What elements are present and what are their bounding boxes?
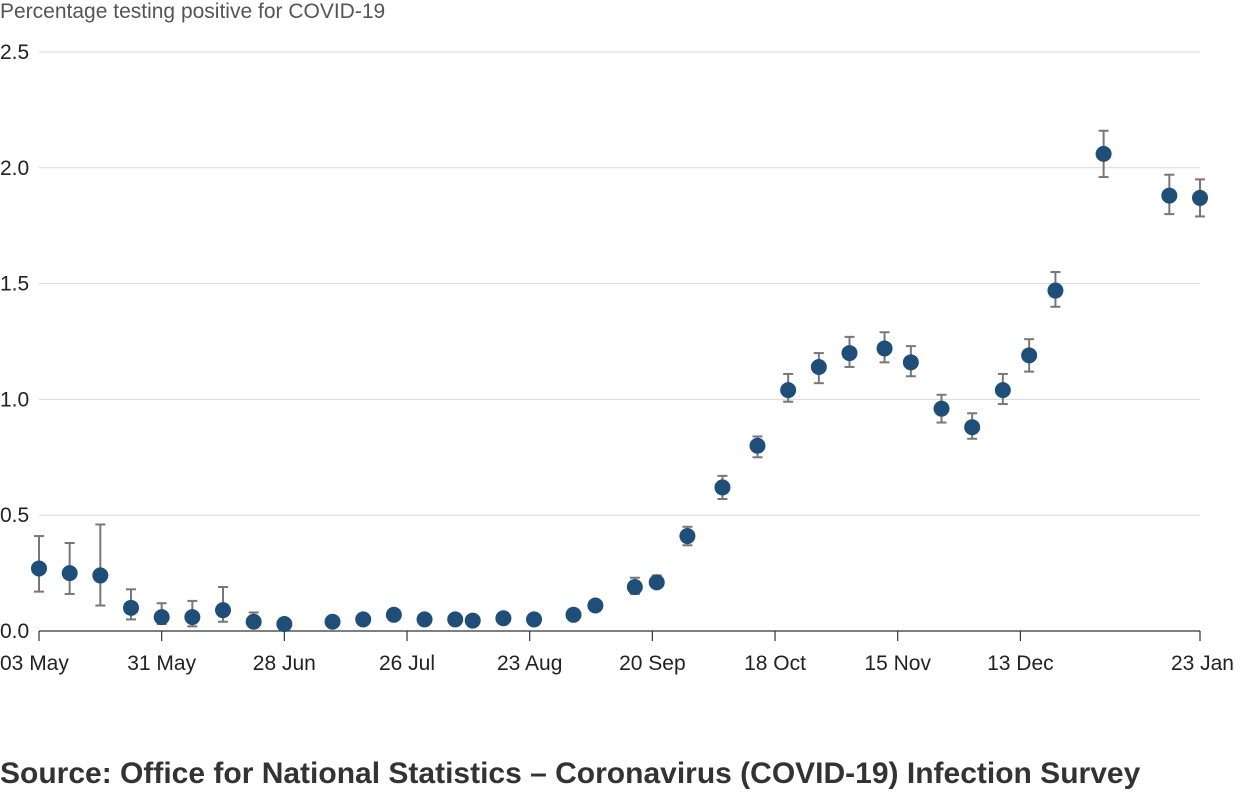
error-bar	[95, 523, 106, 607]
data-point	[526, 611, 543, 628]
data-point	[810, 358, 827, 375]
data-point	[464, 612, 481, 629]
x-tick-label: 18 Oct	[744, 652, 806, 675]
data-point	[1161, 187, 1178, 204]
data-point	[153, 609, 170, 626]
x-tick-label: 20 Sep	[619, 652, 686, 675]
chart-plot: 0.0 0.5 1.0 1.5 2.0 2.5 03 May 31 May 28 Jun 26 …	[0, 41, 1234, 675]
x-tick-label: 23 Aug	[497, 652, 562, 675]
data-point	[1095, 145, 1112, 162]
gridlines	[39, 51, 1200, 516]
data-point	[964, 419, 981, 436]
data-point	[1192, 189, 1208, 206]
y-tick-label: 1.5	[0, 273, 29, 296]
y-tick-label: 2.5	[0, 41, 29, 64]
y-tick-labels: 0.0 0.5 1.0 1.5 2.0 2.5	[0, 41, 29, 643]
data-point	[841, 345, 858, 362]
x-axis: 03 May 31 May 28 Jun 26 Jul 23 Aug 20 Sep 18 O…	[0, 630, 1234, 675]
y-tick-label: 0.5	[0, 504, 29, 527]
data-point	[385, 606, 402, 623]
data-point	[648, 574, 665, 591]
data-point	[276, 616, 293, 633]
data-point	[876, 340, 893, 357]
data-point	[355, 611, 372, 628]
x-tick-label: 23 Jan	[1171, 652, 1234, 675]
x-tick-label: 28 Jun	[253, 652, 316, 675]
data-point	[1021, 347, 1038, 364]
data-point	[994, 382, 1011, 399]
data-point	[92, 567, 109, 584]
data-point	[31, 560, 47, 577]
data-point	[495, 610, 512, 627]
data-point	[324, 613, 341, 630]
data-point	[587, 597, 604, 614]
data-point	[184, 609, 201, 626]
data-point	[679, 528, 696, 545]
x-tick-label: 13 Dec	[987, 652, 1054, 675]
data-point	[749, 437, 766, 454]
y-tick-label: 0.0	[0, 620, 29, 643]
y-axis-title: Percentage testing positive for COVID-19	[0, 0, 386, 23]
x-tick-label: 26 Jul	[379, 652, 435, 675]
y-tick-label: 2.0	[0, 157, 29, 180]
x-tick-label: 31 May	[127, 652, 196, 675]
data-point	[714, 479, 731, 496]
y-tick-label: 1.0	[0, 388, 29, 411]
data-point	[245, 613, 262, 630]
x-tick-label: 03 May	[0, 652, 69, 675]
data-point	[902, 354, 919, 371]
data-point	[215, 602, 232, 619]
data-point	[123, 599, 140, 616]
data-point	[61, 565, 78, 582]
data-point	[416, 611, 433, 628]
data-point	[933, 400, 950, 417]
data-points	[31, 145, 1208, 633]
source-note: Source: Office for National Statistics –…	[0, 757, 1141, 790]
data-point	[626, 578, 643, 595]
data-point	[1047, 282, 1064, 299]
x-tick-label: 15 Nov	[864, 652, 931, 675]
error-bars	[34, 129, 1205, 628]
data-point	[780, 382, 797, 399]
data-point	[447, 611, 464, 628]
data-point	[565, 606, 582, 623]
